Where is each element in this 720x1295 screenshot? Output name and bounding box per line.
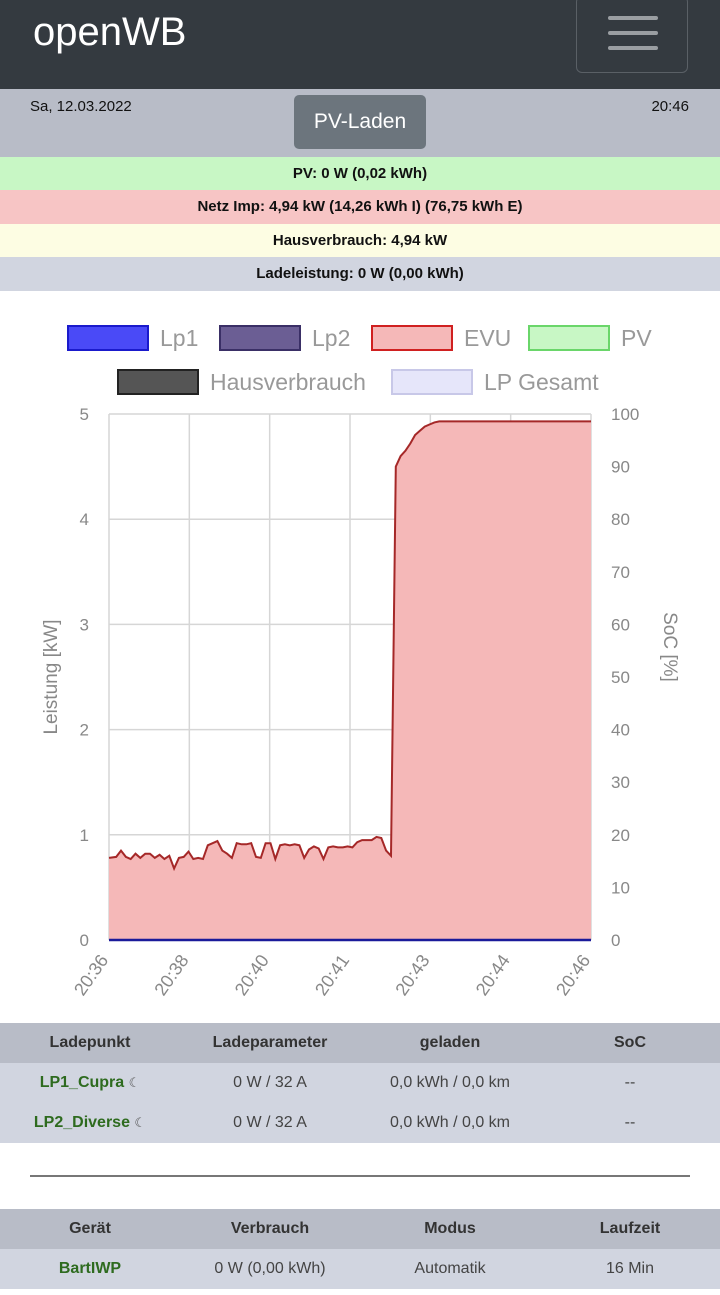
charged-cell: 0,0 kWh / 0,0 km — [360, 1103, 540, 1143]
y-tick-right: 80 — [611, 510, 630, 529]
x-tick-label: 20:41 — [311, 951, 353, 999]
chargepoint-name[interactable]: LP2_Diverse — [33, 1114, 130, 1131]
y-tick-left: 2 — [80, 721, 89, 740]
legend-swatch-lp2 — [219, 325, 301, 351]
grid-info-row: Netz Imp: 4,94 kW (14,26 kWh I) (76,75 k… — [0, 190, 720, 224]
menu-bar-middle — [608, 31, 658, 35]
consumption-cell: 0 W (0,00 kWh) — [180, 1249, 360, 1289]
col-laufzeit: Laufzeit — [540, 1209, 720, 1249]
param-cell: 0 W / 32 A — [180, 1103, 360, 1143]
table-row: LP1_Cupra ☾ 0 W / 32 A 0,0 kWh / 0,0 km … — [0, 1063, 720, 1103]
device-name-cell[interactable]: BartIWP — [0, 1249, 180, 1289]
param-cell: 0 W / 32 A — [180, 1063, 360, 1103]
chargepoint-table: Ladepunkt Ladeparameter geladen SoC LP1_… — [0, 1023, 720, 1143]
chargepoint-name-cell[interactable]: LP1_Cupra ☾ — [0, 1063, 180, 1103]
device-table: Gerät Verbrauch Modus Laufzeit BartIWP 0… — [0, 1209, 720, 1289]
y-tick-right: 60 — [611, 615, 630, 634]
legend-label: Hausverbrauch — [210, 369, 366, 395]
charged-cell: 0,0 kWh / 0,0 km — [360, 1063, 540, 1103]
mode-cell: Automatik — [360, 1249, 540, 1289]
y-tick-right: 100 — [611, 405, 639, 424]
y-tick-left: 5 — [80, 405, 89, 424]
soc-cell: -- — [540, 1063, 720, 1103]
col-ladeparameter: Ladeparameter — [180, 1023, 360, 1063]
menu-bar-bottom — [608, 46, 658, 50]
x-tick-label: 20:38 — [150, 951, 192, 999]
legend-label: PV — [621, 325, 652, 351]
y-tick-right: 30 — [611, 773, 630, 792]
legend-label: Lp1 — [160, 325, 198, 351]
x-tick-label: 20:40 — [231, 951, 273, 999]
chargepoint-name[interactable]: LP1_Cupra — [39, 1074, 125, 1091]
soc-cell: -- — [540, 1103, 720, 1143]
status-bar: Sa, 12.03.2022 PV-Laden 20:46 — [0, 89, 720, 157]
col-soc: SoC — [540, 1023, 720, 1063]
col-geladen: geladen — [360, 1023, 540, 1063]
table-row: LP2_Diverse ☾ 0 W / 32 A 0,0 kWh / 0,0 k… — [0, 1103, 720, 1143]
pv-info-row: PV: 0 W (0,02 kWh) — [0, 157, 720, 190]
legend-swatch-evu — [371, 325, 453, 351]
x-tick-label: 20:44 — [472, 951, 514, 999]
time-label: 20:46 — [651, 98, 689, 115]
legend-label: Lp2 — [312, 325, 350, 351]
y-tick-right: 40 — [611, 721, 630, 740]
col-verbrauch: Verbrauch — [180, 1209, 360, 1249]
y-tick-left: 0 — [80, 931, 89, 950]
y-tick-left: 3 — [80, 615, 89, 634]
charge-mode-button[interactable]: PV-Laden — [294, 95, 426, 149]
runtime-cell: 16 Min — [540, 1249, 720, 1289]
navbar: openWB — [0, 0, 720, 89]
hamburger-menu-icon[interactable] — [576, 0, 688, 73]
y-tick-left: 1 — [80, 826, 89, 845]
table-row: BartIWP 0 W (0,00 kWh) Automatik 16 Min — [0, 1249, 720, 1289]
menu-bar-top — [608, 16, 658, 20]
charge-power-row: Ladeleistung: 0 W (0,00 kWh) — [0, 257, 720, 291]
legend-swatch-pv — [528, 325, 610, 351]
moon-icon: ☾ — [128, 1075, 141, 1090]
legend-label: LP Gesamt — [484, 369, 599, 395]
legend-label: EVU — [464, 325, 511, 351]
col-modus: Modus — [360, 1209, 540, 1249]
date-label: Sa, 12.03.2022 — [30, 98, 132, 115]
section-divider — [30, 1175, 690, 1177]
brand-title[interactable]: openWB — [33, 10, 187, 54]
chargepoint-name-cell[interactable]: LP2_Diverse ☾ — [0, 1103, 180, 1143]
y-tick-right: 90 — [611, 458, 630, 477]
x-tick-label: 20:46 — [552, 951, 594, 999]
legend-swatch-hausverbrauch — [117, 369, 199, 395]
house-consumption-row: Hausverbrauch: 4,94 kW — [0, 224, 720, 257]
device-name[interactable]: BartIWP — [58, 1260, 122, 1277]
y-tick-right: 10 — [611, 878, 630, 897]
y-tick-right: 0 — [611, 931, 620, 950]
x-tick-label: 20:36 — [70, 951, 112, 999]
chargepoint-table-header: Ladepunkt Ladeparameter geladen SoC — [0, 1023, 720, 1063]
x-tick-label: 20:43 — [391, 951, 433, 999]
device-table-header: Gerät Verbrauch Modus Laufzeit — [0, 1209, 720, 1249]
y-tick-left: 4 — [80, 510, 89, 529]
moon-icon: ☾ — [134, 1115, 147, 1130]
y-tick-right: 70 — [611, 563, 630, 582]
col-ladepunkt: Ladepunkt — [0, 1023, 180, 1063]
legend-swatch-lp-gesamt — [391, 369, 473, 395]
y-tick-right: 20 — [611, 826, 630, 845]
y-tick-right: 50 — [611, 668, 630, 687]
y-axis-title-right: SoC [%] — [659, 612, 680, 682]
series-area-evu — [109, 421, 591, 940]
y-axis-title-left: Leistung [kW] — [41, 619, 62, 734]
series-line-evu — [108, 420, 591, 872]
legend-swatch-lp1 — [67, 325, 149, 351]
col-geraet: Gerät — [0, 1209, 180, 1249]
